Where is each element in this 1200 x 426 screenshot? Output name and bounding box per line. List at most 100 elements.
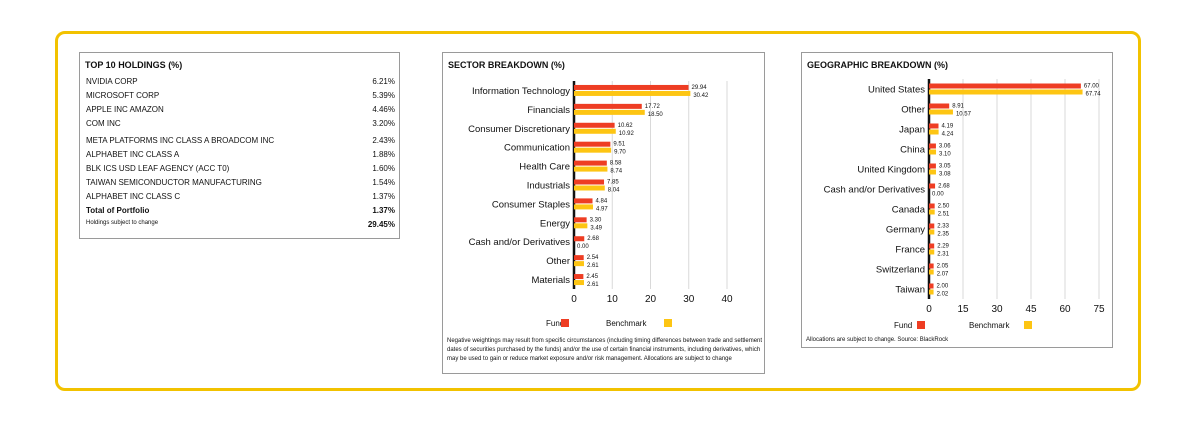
category-label: Industrials (527, 181, 571, 192)
holding-weight: 1.60% (372, 164, 395, 173)
fund-value-label: 3.05 (939, 164, 951, 170)
benchmark-bar (574, 109, 645, 115)
holding-row: TAIWAN SEMICONDUCTOR MANUFACTURING 1.54% (86, 178, 395, 192)
benchmark-value-label: 2.02 (937, 292, 949, 298)
fund-value-label: 2.68 (938, 184, 950, 190)
x-tick-label: 30 (683, 294, 695, 305)
geo-panel: GEOGRAPHIC BREAKDOWN (%) 0 15 30 45 60 75 Unit… (801, 52, 1113, 348)
holding-weight: 1.54% (372, 178, 395, 187)
benchmark-bar (574, 223, 588, 229)
holding-row: ALPHABET INC CLASS A 1.88% (86, 150, 395, 164)
benchmark-bar (574, 261, 584, 267)
x-tick-label: 15 (957, 304, 969, 315)
category-label: Health Care (519, 162, 570, 173)
benchmark-bar (574, 185, 605, 191)
benchmark-value-label: 0.00 (577, 244, 589, 250)
category-label: Other (546, 256, 570, 267)
fund-bar (574, 179, 605, 185)
category-label: Switzerland (876, 265, 925, 276)
legend-benchmark-swatch (1024, 321, 1032, 329)
benchmark-value-label: 0.00 (932, 192, 944, 198)
holding-name: ALPHABET INC CLASS A (86, 150, 180, 159)
legend-benchmark-label: Benchmark (969, 321, 1010, 330)
holdings-footnote-value: 29.45% (367, 220, 395, 229)
benchmark-value-label: 8.04 (608, 188, 620, 194)
fund-value-label: 3.30 (590, 217, 602, 223)
holding-name: COM INC (86, 119, 121, 128)
fund-bar (929, 223, 935, 229)
x-tick-label: 10 (607, 294, 619, 305)
benchmark-bar (929, 109, 953, 115)
benchmark-value-label: 3.08 (939, 172, 951, 178)
benchmark-value-label: 18.50 (648, 112, 664, 118)
legend-benchmark-label: Benchmark (606, 319, 647, 328)
fund-bar (574, 274, 584, 280)
fund-bar (574, 103, 642, 109)
fund-value-label: 2.54 (587, 255, 599, 261)
fund-value-label: 10.62 (618, 123, 634, 129)
benchmark-value-label: 10.92 (619, 131, 635, 137)
fund-value-label: 17.72 (645, 104, 661, 110)
sector-chart: 0 10 20 30 40 Information Technology 29.94 30.4… (468, 81, 733, 328)
benchmark-value-label: 10.57 (956, 112, 972, 118)
fund-value-label: 3.06 (939, 144, 951, 150)
fund-value-label: 2.05 (937, 264, 949, 270)
fund-bar (929, 243, 935, 249)
category-label: Consumer Staples (492, 199, 570, 210)
category-label: Materials (531, 275, 570, 286)
holding-weight: 4.46% (372, 105, 395, 114)
holding-name: ALPHABET INC CLASS C (86, 192, 181, 201)
holding-weight: 5.39% (372, 91, 395, 100)
fund-value-label: 2.00 (937, 284, 949, 290)
holding-name: APPLE INC AMAZON (86, 105, 164, 114)
fund-value-label: 8.58 (610, 161, 622, 167)
x-tick-label: 0 (571, 294, 577, 305)
category-label: Taiwan (895, 285, 925, 296)
fund-bar (929, 123, 939, 129)
x-tick-label: 30 (991, 304, 1003, 315)
fund-bar (574, 217, 587, 223)
benchmark-value-label: 2.61 (587, 263, 599, 269)
holdings-footnote: Holdings subject to change (86, 220, 159, 226)
x-tick-label: 45 (1025, 304, 1037, 315)
category-label: Financials (527, 105, 570, 116)
benchmark-bar (574, 166, 608, 172)
holding-weight: 3.20% (372, 119, 395, 128)
category-label: Japan (899, 125, 925, 136)
benchmark-bar (929, 209, 935, 215)
benchmark-value-label: 3.49 (590, 225, 602, 231)
benchmark-bar (929, 169, 936, 175)
holding-row: COM INC 3.20% (86, 119, 395, 133)
fund-bar (929, 283, 934, 289)
benchmark-value-label: 2.61 (587, 282, 599, 288)
portfolio-total-value: 1.37% (372, 206, 395, 215)
fund-value-label: 8.91 (952, 104, 964, 110)
category-label: Consumer Discretionary (468, 124, 570, 135)
fund-bar (929, 103, 950, 109)
holding-row: NVIDIA CORP 6.21% (86, 77, 395, 91)
benchmark-bar (929, 129, 939, 135)
category-label: Information Technology (472, 86, 570, 97)
fund-bar (929, 183, 936, 189)
holding-weight: 1.37% (372, 192, 395, 201)
benchmark-bar (574, 128, 616, 134)
fund-value-label: 67.00 (1084, 84, 1100, 90)
fund-bar (929, 263, 934, 269)
x-tick-label: 20 (645, 294, 657, 305)
benchmark-value-label: 2.31 (937, 252, 949, 258)
fund-value-label: 29.94 (692, 85, 708, 91)
portfolio-total-label: Total of Portfolio (86, 206, 150, 215)
fund-value-label: 2.33 (937, 224, 949, 230)
fund-value-label: 2.45 (586, 274, 598, 280)
legend-fund-swatch (561, 319, 569, 327)
fund-bar (574, 198, 593, 204)
fund-value-label: 4.84 (596, 198, 608, 204)
holding-weight: 1.88% (372, 150, 395, 159)
benchmark-bar (929, 229, 935, 235)
category-label: Canada (892, 205, 926, 216)
benchmark-bar (574, 90, 691, 96)
holding-row: META PLATFORMS INC CLASS A BROADCOM INC 2… (86, 136, 395, 150)
category-label: Cash and/or Derivatives (824, 185, 926, 196)
benchmark-bar (929, 289, 934, 295)
holding-row: ALPHABET INC CLASS C 1.37% (86, 192, 395, 206)
